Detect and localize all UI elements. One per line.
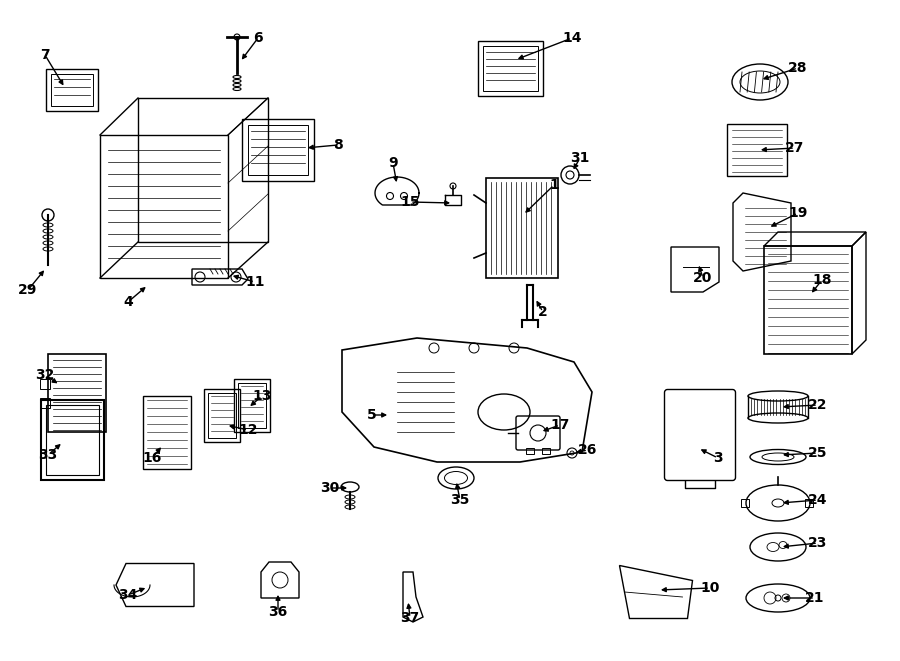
- Text: 18: 18: [812, 273, 832, 287]
- Text: 13: 13: [252, 389, 272, 403]
- Text: 16: 16: [142, 451, 162, 465]
- Text: 6: 6: [253, 31, 263, 45]
- Bar: [238, 383, 266, 428]
- Text: 1: 1: [549, 178, 559, 192]
- Bar: [51, 74, 93, 106]
- Text: 26: 26: [579, 443, 598, 457]
- Bar: [727, 124, 787, 176]
- Text: 5: 5: [367, 408, 377, 422]
- Text: 4: 4: [123, 295, 133, 309]
- Text: 21: 21: [806, 591, 824, 605]
- Text: 2: 2: [538, 305, 548, 319]
- Bar: [482, 46, 537, 91]
- Text: 12: 12: [238, 423, 257, 437]
- Text: 15: 15: [400, 195, 419, 209]
- Bar: [48, 354, 106, 432]
- Bar: [208, 393, 236, 438]
- Text: 8: 8: [333, 138, 343, 152]
- Text: 17: 17: [550, 418, 570, 432]
- Text: 36: 36: [268, 605, 288, 619]
- Bar: [40, 379, 50, 389]
- Bar: [741, 499, 749, 507]
- Text: 20: 20: [693, 271, 713, 285]
- Bar: [242, 119, 314, 181]
- Text: 32: 32: [35, 368, 55, 382]
- Text: 24: 24: [808, 493, 828, 507]
- Text: 3: 3: [713, 451, 723, 465]
- Text: 28: 28: [788, 61, 808, 75]
- Text: 29: 29: [18, 283, 38, 297]
- Text: 11: 11: [245, 275, 265, 289]
- Bar: [542, 448, 550, 454]
- Text: 9: 9: [388, 156, 398, 170]
- Text: 35: 35: [450, 493, 470, 507]
- Text: 14: 14: [562, 31, 581, 45]
- Text: 10: 10: [700, 581, 720, 595]
- Bar: [204, 389, 240, 442]
- Text: 33: 33: [39, 448, 58, 462]
- Bar: [46, 405, 98, 475]
- Text: 19: 19: [788, 206, 807, 220]
- Text: 30: 30: [320, 481, 339, 495]
- Text: 34: 34: [118, 588, 138, 602]
- Text: 27: 27: [786, 141, 805, 155]
- Text: 23: 23: [808, 536, 828, 550]
- Bar: [805, 499, 813, 507]
- Bar: [478, 40, 543, 95]
- Text: 7: 7: [40, 48, 50, 62]
- Bar: [234, 379, 270, 432]
- Text: 22: 22: [808, 398, 828, 412]
- Text: 37: 37: [400, 611, 419, 625]
- Bar: [143, 395, 191, 469]
- Text: 31: 31: [571, 151, 590, 165]
- Text: 25: 25: [808, 446, 828, 460]
- Bar: [526, 448, 534, 454]
- Bar: [40, 398, 50, 408]
- Bar: [248, 125, 308, 175]
- Bar: [486, 178, 558, 278]
- Bar: [46, 69, 98, 111]
